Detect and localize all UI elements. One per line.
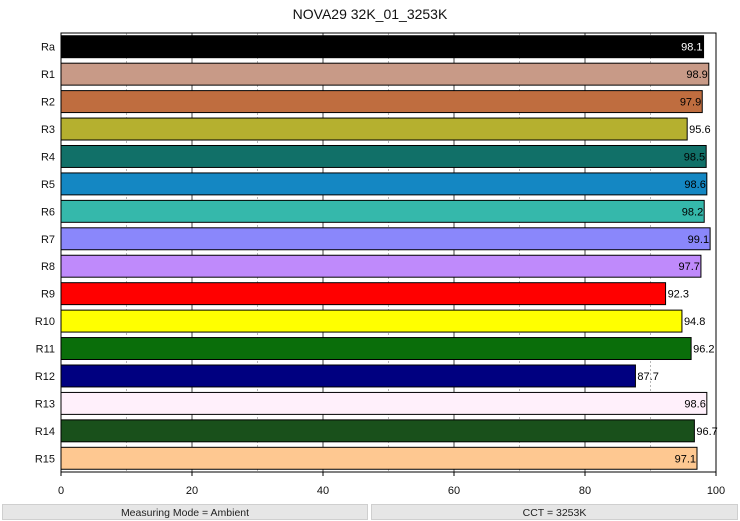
bar-r3 — [60, 117, 688, 141]
y-tick-label-r15: R15 — [35, 453, 55, 465]
value-label-r12: 87.7 — [637, 371, 658, 383]
plot-frame — [60, 32, 717, 473]
value-label-r15: 97.1 — [675, 453, 696, 465]
x-tick-label-20: 20 — [186, 485, 198, 497]
y-tick-label-r12: R12 — [35, 371, 55, 383]
y-tick-label-r4: R4 — [41, 151, 55, 163]
measuring-mode-label: Measuring Mode = Ambient — [2, 504, 368, 520]
bar-r13 — [60, 391, 708, 415]
y-tick-label-r7: R7 — [41, 234, 55, 246]
y-tick-label-r2: R2 — [41, 97, 55, 109]
x-tick-label-60: 60 — [448, 485, 460, 497]
value-label-r9: 92.3 — [668, 289, 689, 301]
bar-r7 — [60, 227, 711, 251]
value-label-r4: 98.5 — [684, 151, 705, 163]
value-label-r10: 94.8 — [684, 316, 705, 328]
y-tick-label-r9: R9 — [41, 289, 55, 301]
y-tick-label-ra: Ra — [41, 42, 56, 54]
y-tick-label-r14: R14 — [35, 426, 55, 438]
value-label-r6: 98.2 — [682, 206, 703, 218]
value-label-r14: 96.7 — [696, 426, 717, 438]
value-label-r8: 97.7 — [679, 261, 700, 273]
labels-layer: 0 20 40 60 80 100 Ra 98.1 R1 98.9 R2 97.9 R3 95.6 R4 98… — [35, 42, 725, 497]
bar-r10 — [60, 309, 683, 333]
status-footer: Measuring Mode = Ambient CCT = 3253K — [0, 502, 740, 521]
value-label-r7: 99.1 — [688, 234, 709, 246]
value-label-r13: 98.6 — [684, 398, 705, 410]
bar-r2 — [60, 90, 703, 114]
bars-layer — [60, 35, 711, 470]
value-label-r5: 98.6 — [684, 179, 705, 191]
bar-r1 — [60, 62, 710, 86]
y-tick-label-r3: R3 — [41, 124, 55, 136]
x-tick-label-80: 80 — [579, 485, 591, 497]
bar-r9 — [60, 282, 667, 306]
bar-r11 — [60, 337, 692, 361]
y-tick-label-r11: R11 — [36, 344, 55, 356]
bar-r6 — [60, 199, 705, 223]
x-tick-label-40: 40 — [317, 485, 329, 497]
bar-chart: 0 20 40 60 80 100 Ra 98.1 R1 98.9 R2 97.9 R3 95.6 R4 98… — [35, 32, 725, 497]
value-label-r3: 95.6 — [689, 124, 710, 136]
y-tick-label-r13: R13 — [35, 398, 55, 410]
x-tick-label-100: 100 — [707, 485, 725, 497]
x-tick-label-0: 0 — [58, 485, 64, 497]
y-tick-label-r10: R10 — [35, 316, 55, 328]
bar-r12 — [60, 364, 636, 388]
bar-r5 — [60, 172, 708, 196]
bar-ra — [60, 35, 705, 59]
value-label-r2: 97.9 — [680, 97, 701, 109]
y-tick-label-r5: R5 — [41, 179, 55, 191]
value-label-ra: 98.1 — [681, 42, 702, 54]
bar-r14 — [60, 419, 695, 443]
y-tick-label-r8: R8 — [41, 261, 55, 273]
y-tick-label-r6: R6 — [41, 206, 55, 218]
cct-label: CCT = 3253K — [371, 504, 738, 520]
value-label-r1: 98.9 — [686, 69, 707, 81]
bar-r8 — [60, 254, 702, 278]
bar-r15 — [60, 446, 698, 470]
chart-title: NOVA29 32K_01_3253K — [292, 6, 448, 22]
bar-r4 — [60, 144, 707, 168]
value-label-r11: 96.2 — [693, 344, 714, 356]
y-tick-label-r1: R1 — [41, 69, 55, 81]
